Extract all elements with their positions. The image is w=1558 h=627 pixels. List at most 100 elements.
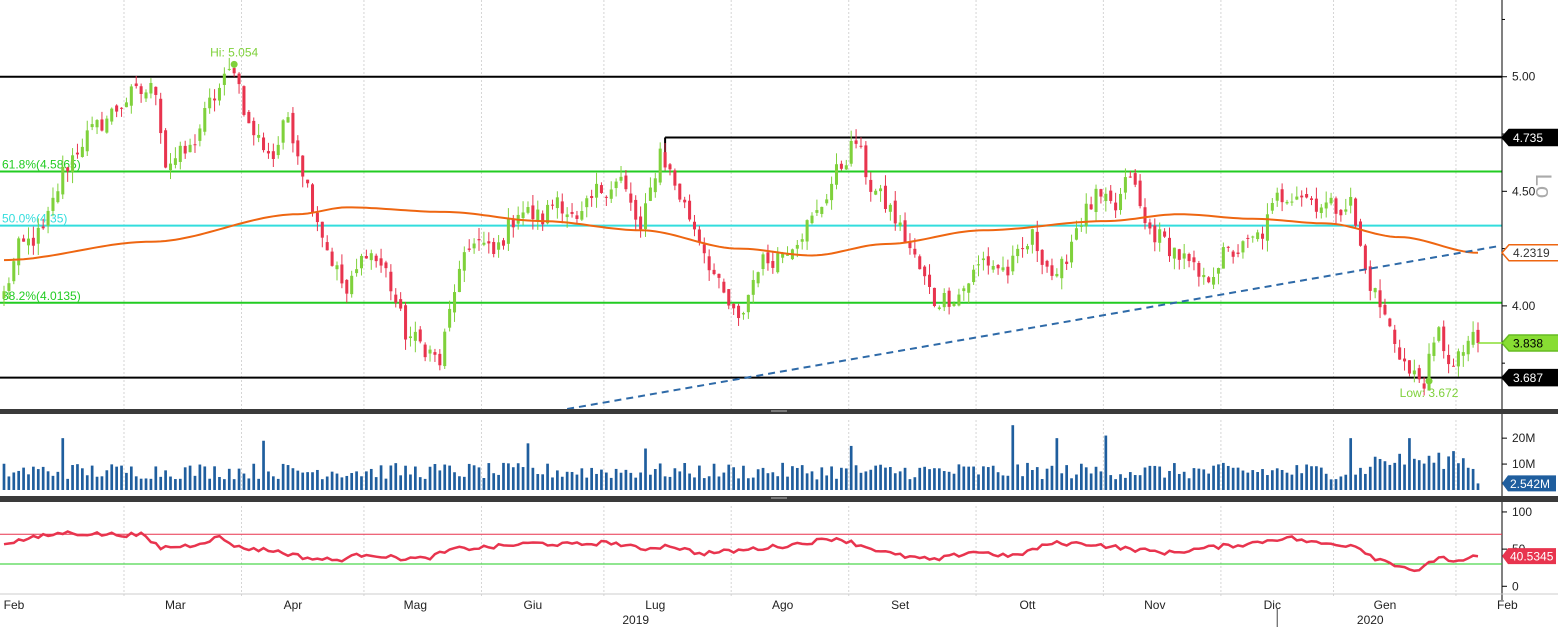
volume-bar <box>242 473 246 490</box>
candle-body <box>1236 252 1240 254</box>
volume-bar <box>453 472 456 490</box>
volume-bar <box>1422 463 1426 490</box>
candle-body <box>1045 260 1049 267</box>
candle-body <box>7 283 11 291</box>
volume-bar <box>1290 474 1294 490</box>
volume-bar <box>1177 473 1181 490</box>
candle-body <box>1153 225 1157 243</box>
candle-body <box>443 331 447 367</box>
volume-bar <box>619 472 623 490</box>
candle-body <box>859 145 863 147</box>
volume-bar <box>1050 465 1054 490</box>
rsi-last-label: 40.5345 <box>1510 550 1554 564</box>
volume-bar <box>1266 475 1269 490</box>
candle-body <box>247 111 251 124</box>
volume-bar <box>1246 472 1250 490</box>
volume-bar <box>1437 452 1441 490</box>
volume-bar <box>1035 467 1039 490</box>
volume-bar <box>913 477 917 490</box>
candle-body <box>800 239 804 242</box>
candle-body <box>585 198 589 208</box>
candle-body <box>413 331 417 341</box>
candle-body <box>129 86 133 106</box>
candle-body <box>188 144 192 153</box>
candle-body <box>1383 304 1387 315</box>
volume-bar <box>36 469 40 490</box>
volume-bar <box>1089 473 1093 490</box>
volume-bar <box>962 466 966 490</box>
candle-body <box>262 137 266 151</box>
candle-body <box>1060 258 1064 279</box>
candle-body <box>320 221 324 238</box>
volume-bar <box>1168 470 1171 490</box>
candle-body <box>1050 265 1054 276</box>
volume-bar <box>585 477 589 490</box>
volume-bar <box>884 467 887 490</box>
volume-bar <box>869 469 873 490</box>
volume-bar <box>649 474 652 490</box>
volume-bar <box>178 478 182 490</box>
volume-bar <box>218 476 221 490</box>
trendline <box>566 245 1498 410</box>
candle-body <box>898 222 902 226</box>
volume-bar <box>286 465 290 490</box>
volume-bar <box>810 471 814 490</box>
volume-bar <box>551 477 554 490</box>
candle-body <box>991 266 995 270</box>
volume-bar <box>1143 467 1147 490</box>
rsi-series <box>3 530 1479 573</box>
candle-body <box>1471 331 1475 345</box>
volume-bar <box>61 438 65 490</box>
volume-bar <box>580 468 584 490</box>
volume-bar <box>854 465 858 490</box>
candle-body <box>497 242 501 250</box>
volume-bar <box>27 474 30 490</box>
volume-bar <box>203 466 207 490</box>
candle-body <box>144 92 148 99</box>
candle-body <box>2 291 6 299</box>
volume-bar <box>237 468 241 490</box>
volume-bar <box>262 440 265 490</box>
candle-body <box>1398 347 1402 360</box>
candle-body <box>1373 288 1377 293</box>
volume-bar <box>100 476 104 490</box>
volume-bar <box>864 471 868 490</box>
volume-bar <box>296 470 300 490</box>
volume-bar <box>1270 470 1274 490</box>
volume-bar <box>1060 473 1064 490</box>
candle-body <box>95 120 99 128</box>
volume-bar <box>889 467 892 490</box>
y-tick-label: 4.00 <box>1512 299 1536 313</box>
candle-body <box>903 220 907 244</box>
panel-separators[interactable] <box>0 409 1558 502</box>
volume-bar <box>66 478 70 490</box>
candle-body <box>653 178 657 193</box>
volume-bar <box>1275 468 1279 490</box>
volume-bar <box>1070 478 1073 490</box>
candle-body <box>487 241 491 244</box>
volume-bar <box>732 467 736 490</box>
candle-body <box>1358 221 1362 246</box>
volume-bar <box>7 476 11 490</box>
volume-bar <box>663 476 667 490</box>
candle-body <box>457 268 461 293</box>
candle-body <box>908 242 912 249</box>
candle-body <box>766 252 770 264</box>
candle-body <box>947 290 951 307</box>
candle-body <box>1167 237 1172 257</box>
candle-body <box>776 253 780 273</box>
volume-bar <box>742 465 745 490</box>
candle-body <box>1437 327 1441 341</box>
candle-body <box>325 242 329 251</box>
volume-bar <box>1079 463 1083 490</box>
volume-bar <box>683 463 687 490</box>
candle-body <box>61 166 65 195</box>
candle-body <box>1055 273 1059 277</box>
candle-body <box>624 175 628 190</box>
volume-bar <box>737 478 740 490</box>
candle-body <box>981 258 985 261</box>
candle-body <box>310 184 315 213</box>
volume-bar <box>497 474 500 490</box>
volume-bar <box>345 475 349 490</box>
candle-body <box>1280 189 1284 203</box>
